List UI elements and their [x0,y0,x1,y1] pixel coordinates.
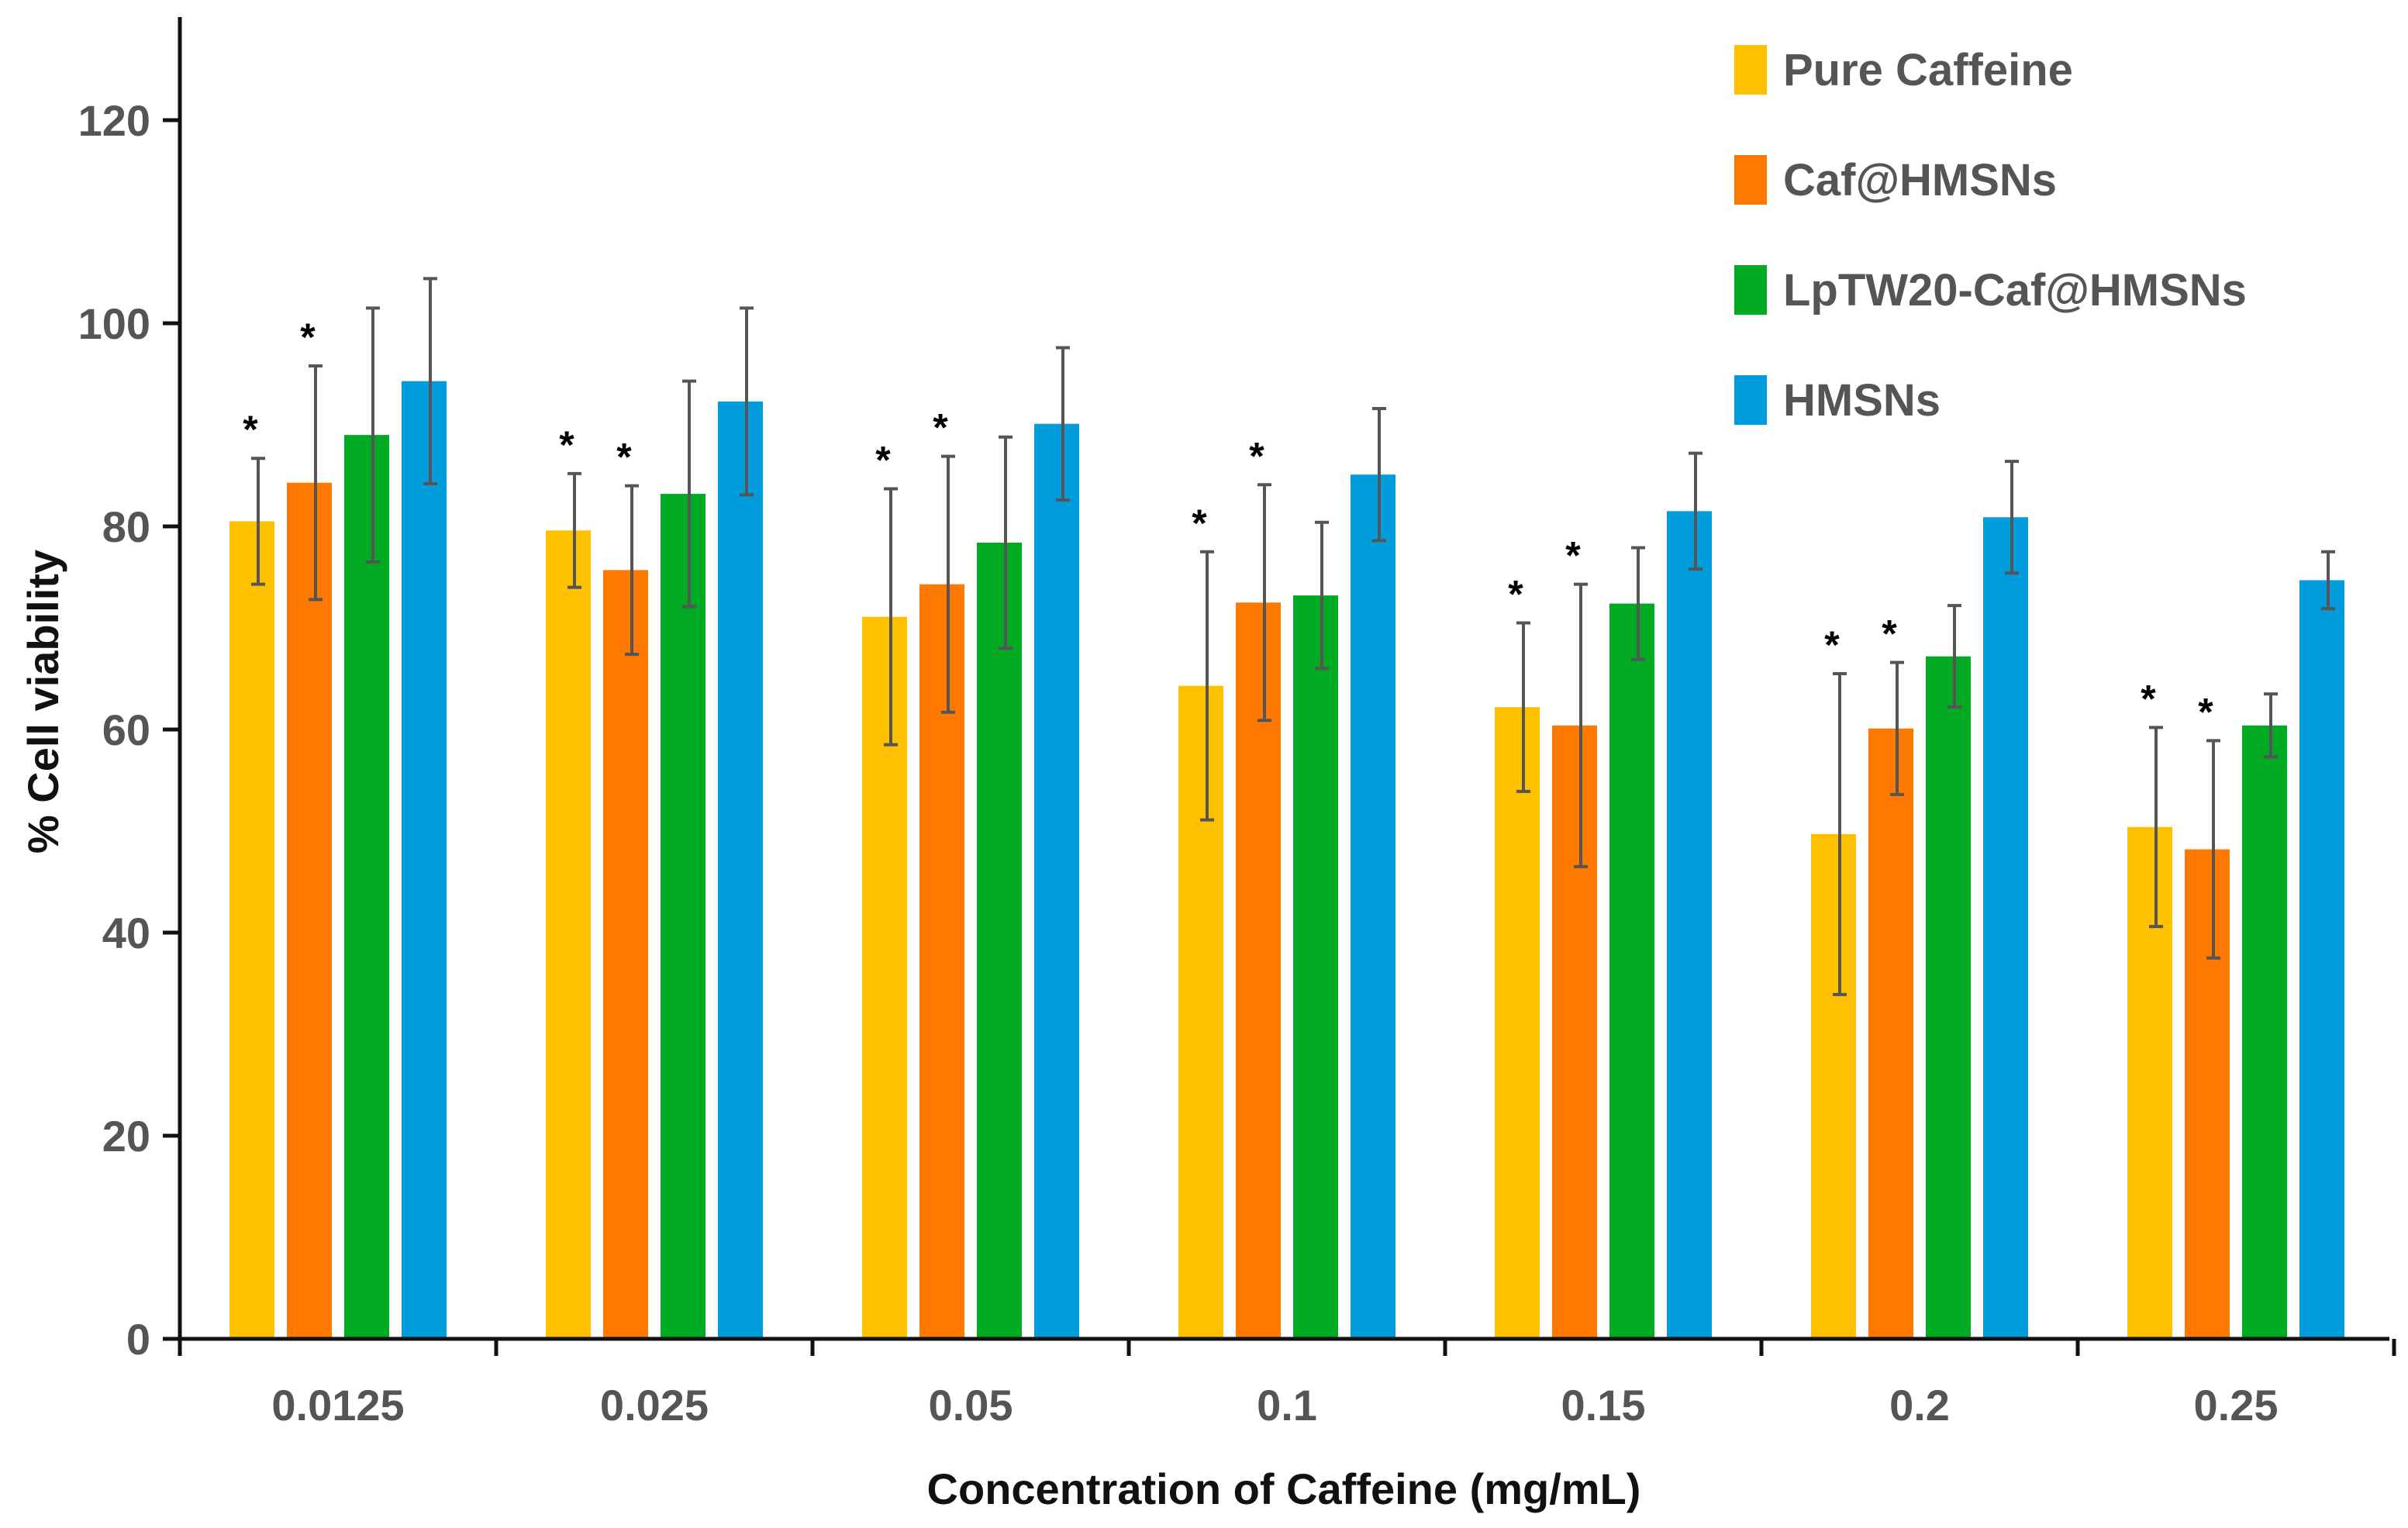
bar [2299,580,2344,1339]
legend-label: Pure Caffeine [1783,45,2073,95]
legend-swatch [1734,265,1767,315]
legend-swatch [1734,155,1767,205]
x-tick-label: 0.025 [600,1381,709,1430]
significance-marker: * [1565,534,1581,578]
significance-marker: * [300,316,316,359]
bar [661,494,705,1339]
bar [1926,656,1971,1339]
x-tick-label: 0.25 [2194,1381,2279,1430]
bar [718,401,763,1339]
legend-label: HMSNs [1783,375,1941,426]
bar [862,616,907,1339]
legend-label: LpTW20-Caf@HMSNs [1783,265,2247,316]
significance-marker: * [933,406,948,450]
significance-marker: * [1508,572,1523,616]
bar [919,584,964,1339]
bar [1811,833,1856,1339]
significance-marker: * [559,423,574,467]
bar [2127,826,2172,1339]
bar [1609,603,1654,1339]
x-tick-label: 0.1 [1257,1381,1317,1430]
bar [2185,849,2230,1339]
x-axis-title: Concentration of Caffeine (mg/mL) [927,1464,1641,1513]
significance-marker: * [616,436,632,479]
legend-swatch [1734,375,1767,425]
y-tick-label: 0 [126,1315,150,1364]
significance-marker: * [2141,677,2156,720]
y-tick-label: 120 [78,96,150,145]
bar [402,381,447,1339]
x-tick-label: 0.15 [1561,1381,1646,1430]
y-tick-label: 60 [102,705,150,754]
significance-marker: * [2198,690,2213,733]
bar [2242,725,2287,1339]
y-tick-label: 80 [102,502,150,551]
legend-label: Caf@HMSNs [1783,155,2057,205]
bar [229,521,274,1340]
significance-marker: * [1882,612,1897,656]
bar [1034,423,1079,1340]
significance-marker: * [243,408,258,451]
y-tick-label: 100 [78,299,150,348]
bar [1667,511,1712,1339]
bar [1293,595,1338,1339]
y-axis-title: % Cell viability [19,550,67,854]
bar [977,542,1022,1340]
y-tick-label: 40 [102,909,150,957]
bar [1983,517,2028,1340]
bar [344,435,389,1339]
bar [1236,602,1281,1339]
bar [546,530,591,1339]
bar [1868,728,1913,1339]
bar [1495,707,1540,1339]
bar [287,482,332,1340]
significance-marker: * [875,439,891,482]
bar [603,570,648,1339]
x-tick-label: 0.2 [1889,1381,1950,1430]
x-tick-label: 0.0125 [271,1381,404,1430]
bar [1351,474,1395,1340]
y-tick-label: 20 [102,1112,150,1161]
significance-marker: * [1192,502,1207,545]
significance-marker: * [1824,623,1840,667]
bar [1178,685,1223,1339]
legend-swatch [1734,45,1767,95]
bar [1552,725,1597,1339]
x-tick-label: 0.05 [929,1381,1013,1430]
significance-marker: * [1249,434,1264,478]
